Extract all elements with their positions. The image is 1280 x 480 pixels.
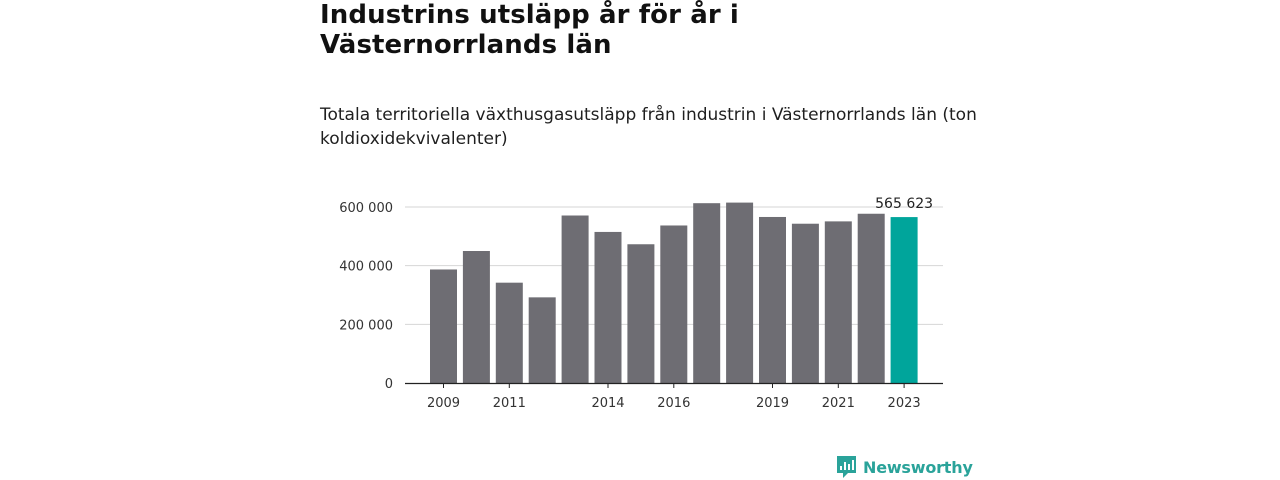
bar-2023 [890,217,918,383]
x-tick-label: 2014 [591,396,624,411]
newsworthy-logo[interactable]: Newsworthy [836,455,973,479]
bar-2017 [693,203,721,383]
y-tick-label: 600 000 [339,201,393,216]
bar-2021 [824,221,852,383]
bar-2014 [594,231,622,383]
bar-2013 [561,215,589,383]
brand-name: Newsworthy [863,457,973,477]
x-tick-label: 2009 [427,396,460,411]
bar-2009 [430,269,457,383]
bar-2012 [528,297,556,383]
y-tick-label: 200 000 [339,318,393,333]
bar-2015 [627,244,655,383]
bar-2018 [726,202,754,383]
newsworthy-chart-icon [837,456,856,478]
bar-2016 [660,225,688,383]
x-tick-label: 2021 [822,396,855,411]
axes [405,382,943,388]
bar-2019 [759,216,786,383]
chart-subtitle: Totala territoriella växthusgasutsläpp f… [320,105,977,149]
bar-2020 [791,223,819,383]
bar-2010 [462,251,490,383]
bar-2022 [857,213,885,383]
chart-title: Industrins utsläpp år för år i Västernor… [320,0,739,60]
value-annotation: 565 623 [875,196,933,212]
x-tick-label: 2023 [888,396,921,411]
bars [430,202,918,383]
x-tick-label: 2016 [657,396,690,411]
bar-2011 [495,282,523,383]
y-tick-label: 400 000 [339,260,393,275]
x-tick-label: 2011 [493,396,526,411]
x-tick-label: 2019 [756,396,789,411]
labels: 0 200 000 400 000 600 000 2009 2011 2014 2016 20… [339,196,933,411]
y-tick-label: 0 [385,377,393,392]
